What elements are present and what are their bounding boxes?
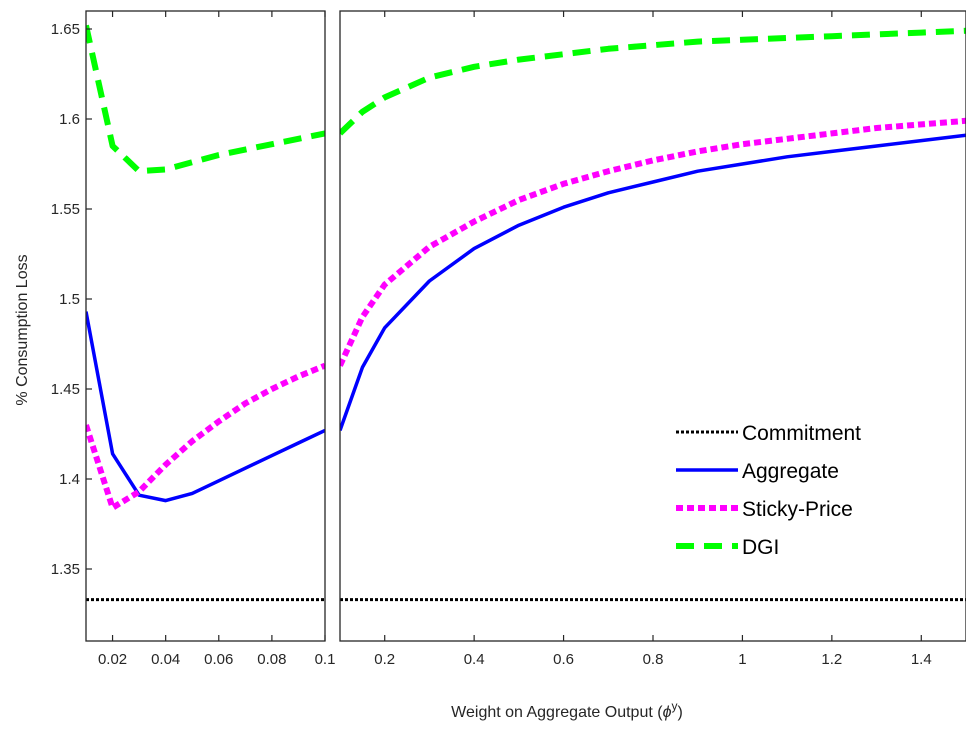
- x-tick-label: 0.6: [553, 651, 574, 668]
- x-tick-label: 0.06: [204, 651, 233, 668]
- x-tick-label: 0.1: [315, 651, 336, 668]
- y-axis-label: % Consumption Loss: [14, 254, 31, 405]
- x-tick-label: 1: [738, 651, 746, 668]
- y-tick-label: 1.6: [59, 111, 80, 128]
- y-tick-label: 1.4: [59, 471, 80, 488]
- y-tick-label: 1.45: [51, 381, 80, 398]
- x-tick-label: 0.4: [464, 651, 485, 668]
- series-line-sticky: [86, 362, 325, 511]
- y-axis: 1.35 1.4 1.45 1.5 1.55 1.6 1.65: [51, 21, 92, 578]
- x-axis-label-close: ): [677, 704, 682, 721]
- legend-label-aggregate: Aggregate: [742, 460, 839, 483]
- x-axis-label-symbol: ϕ: [663, 704, 672, 721]
- plot-frame: [339, 10, 966, 642]
- series-group: [86, 24, 325, 602]
- left-panel: 0.02 0.04 0.06 0.08 0.1: [85, 10, 336, 668]
- series-line-sticky: [340, 117, 966, 367]
- x-axis-label-text: Weight on Aggregate Output (: [451, 704, 663, 721]
- series-line-dgi: [340, 27, 966, 136]
- legend: Commitment Aggregate Sticky-Price DGI: [676, 422, 861, 559]
- y-tick-label: 1.5: [59, 291, 80, 308]
- x-tick-label: 1.2: [821, 651, 842, 668]
- y-tick-label: 1.65: [51, 21, 80, 38]
- series-line-aggregate: [340, 133, 966, 431]
- legend-label-commitment: Commitment: [742, 422, 861, 445]
- series-line-dgi: [86, 24, 325, 175]
- x-tick-label: 1.4: [911, 651, 932, 668]
- x-tick-label: 0.02: [98, 651, 127, 668]
- x-axis-label: Weight on Aggregate Output (ϕy): [451, 699, 683, 721]
- x-tick-label: 0.8: [643, 651, 664, 668]
- right-panel: 0.2 0.4 0.6 0.8 1 1.2 1.4: [339, 10, 966, 668]
- legend-label-dgi: DGI: [742, 536, 779, 559]
- x-tick-label: 0.04: [151, 651, 180, 668]
- series-line-aggregate: [86, 311, 325, 503]
- y-tick-label: 1.35: [51, 561, 80, 578]
- x-axis-label-superscript: y: [671, 699, 677, 713]
- plot-frame: [85, 10, 326, 642]
- x-tick-label: 0.08: [257, 651, 286, 668]
- x-tick-label: 0.2: [374, 651, 395, 668]
- legend-label-sticky: Sticky-Price: [742, 498, 853, 521]
- y-tick-label: 1.55: [51, 201, 80, 218]
- series-group: [340, 27, 966, 602]
